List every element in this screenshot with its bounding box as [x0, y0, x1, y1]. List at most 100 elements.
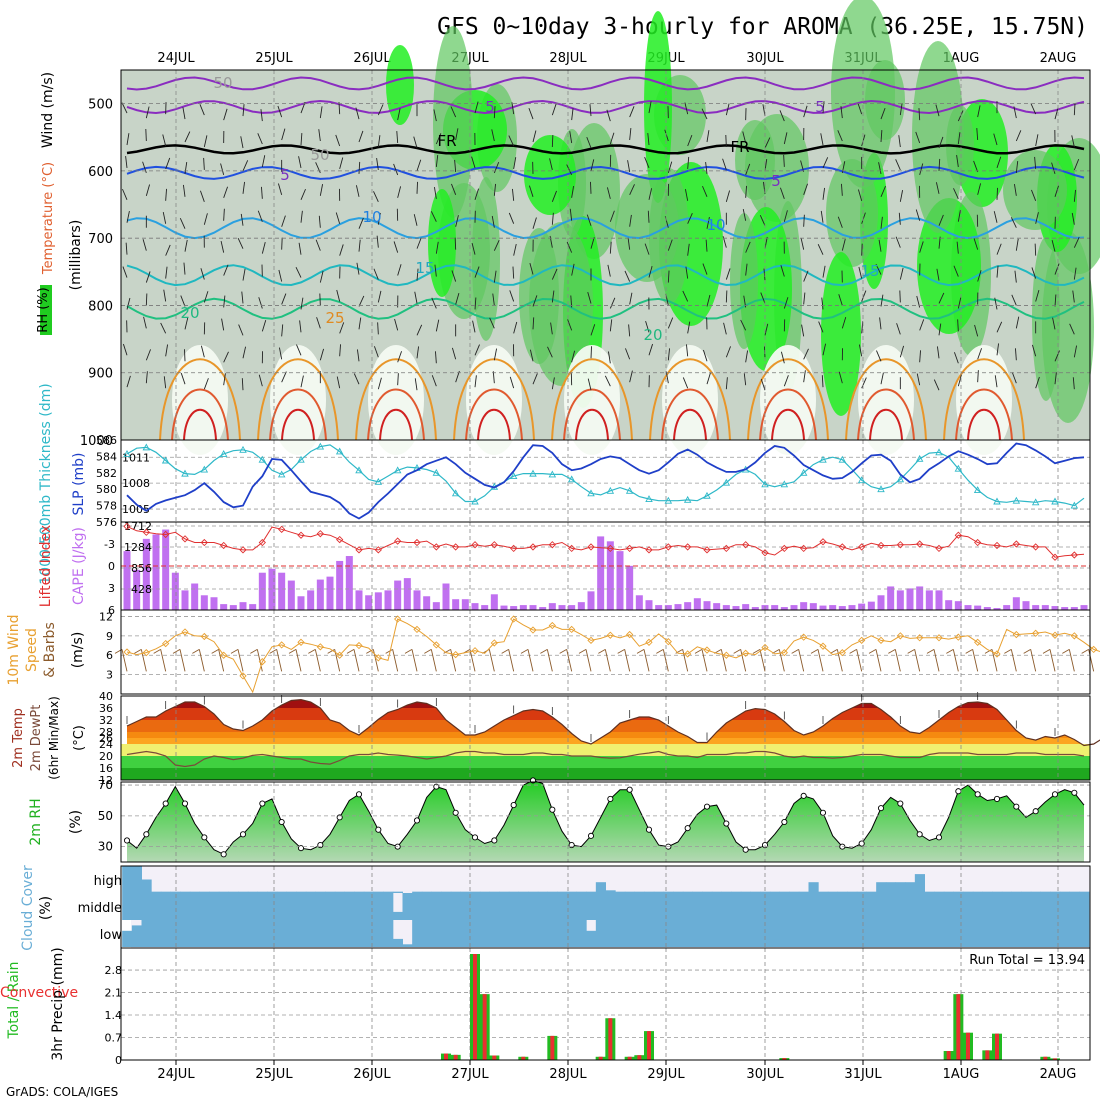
top-date-label-0: 24JUL: [157, 51, 195, 66]
upper-wind-barb: [879, 317, 882, 330]
precip-conv-bar-34: [453, 1054, 458, 1060]
wind-speed-line-marker-62: [722, 651, 730, 659]
upper-wind-barb: [261, 155, 266, 168]
rh-moist-patch-0: [386, 45, 414, 125]
upper-wind-barb: [590, 346, 592, 359]
wind-speed-line-marker-0: [123, 648, 131, 656]
upper-wind-barb: [203, 378, 209, 390]
cloud-middle-cell-62: [721, 893, 732, 920]
wind-barb-flag-96: [1042, 648, 1051, 654]
upper-wind-barb: [803, 214, 805, 227]
cloud-middle-cell-78: [876, 893, 887, 920]
cloud-middle-cell-76: [856, 893, 867, 920]
upper-wind-barb: [899, 103, 903, 116]
cloud-low-cell-70: [798, 920, 809, 947]
precip-conv-bar-49: [598, 1056, 603, 1060]
upper-wind-barb: [837, 216, 843, 228]
upper-wind-barb: [837, 130, 843, 142]
upper-wind-barb: [508, 135, 515, 147]
wind-barb-46: [566, 649, 573, 672]
upper-wind-barb: [685, 266, 689, 279]
upper-wind-barb: [1073, 189, 1076, 202]
cloud-middle-cell-9: [209, 893, 220, 920]
upper-wind-barb: [261, 319, 267, 332]
cloud-low-cell-18: [296, 920, 307, 947]
upper-wind-barb: [994, 375, 998, 388]
rh-line-marker-64: [742, 846, 749, 853]
cape-bar-72: [819, 605, 827, 610]
upper-wind-barb: [377, 322, 379, 335]
upper-wind-barb: [705, 239, 708, 252]
cloud-high-cell-1: [131, 866, 142, 893]
cloud-low-cell-64: [740, 920, 751, 947]
cape-bar-84: [935, 590, 943, 610]
cape-bar-44: [548, 603, 556, 610]
cloud-low-cell-6: [180, 920, 191, 947]
upper-wind-barb: [551, 212, 554, 225]
cloud-high-cell-22: [334, 891, 345, 893]
upper-wind-barb: [145, 349, 151, 361]
rh-line-marker-50: [607, 795, 614, 802]
thickness-line-marker-48: [587, 489, 595, 497]
upper-wind-barb: [163, 376, 167, 389]
temp-contour-35-1: [281, 408, 315, 441]
lifted-index-line-marker-62: [722, 544, 730, 553]
upper-wind-barb: [800, 160, 805, 173]
wind-barb-40: [508, 649, 515, 672]
thickness-line-marker-32: [432, 468, 441, 476]
upper-wind-barb: [725, 268, 731, 280]
wind-ylabel-1: 10m Wind: [6, 614, 22, 685]
wind-speed-line-marker-58: [684, 650, 692, 658]
rh-line-marker-36: [471, 834, 479, 841]
lifted-index-line-marker-84: [935, 544, 943, 553]
cape-bar-14: [258, 572, 266, 610]
upper-wind-barb: [532, 130, 537, 143]
wind-speed-line-marker-100: [1090, 645, 1098, 654]
upper-air-ytick-4: 900: [88, 367, 113, 382]
cloud-middle-cell-89: [982, 893, 993, 920]
cloud-high-cell-5: [170, 891, 181, 893]
cape-tick-3: 1712: [124, 520, 152, 533]
cape-bar-3: [152, 534, 160, 610]
wind-barb-flag-58: [675, 648, 683, 654]
cloud-low-cell-22: [334, 920, 345, 947]
upper-wind-barb: [625, 348, 631, 360]
cloud-middle-cell-42: [528, 893, 539, 920]
upper-wind-barb: [509, 376, 515, 389]
rh-line-marker-14: [259, 800, 266, 807]
thickness-line-marker-72: [819, 455, 827, 463]
upper-wind-barb: [493, 270, 497, 283]
upper-wind-barb: [435, 154, 439, 167]
upper-wind-barb: [532, 217, 537, 229]
rh-dry-patch-2: [368, 345, 424, 455]
cloud-high-cell-46: [566, 891, 577, 893]
upper-wind-barb: [451, 347, 457, 360]
cloud-high-cell-66: [760, 891, 771, 893]
upper-wind-barb: [180, 372, 186, 385]
thickness-line-marker-28: [393, 466, 402, 474]
upper-wind-barb: [240, 213, 244, 226]
upper-wind-barb: [1035, 212, 1039, 224]
upper-wind-barb: [857, 102, 863, 115]
wind-barb-98: [1068, 649, 1075, 672]
upper-wind-barb: [339, 157, 344, 170]
cloud-middle-cell-33: [441, 893, 452, 920]
upper-wind-barb: [878, 162, 882, 175]
temp-contour-25-8: [943, 358, 1025, 441]
upper-wind-barb: [184, 131, 191, 143]
cape-bar-78: [877, 595, 885, 610]
upper-wind-barb: [394, 318, 399, 331]
upper-wind-barb: [725, 377, 728, 390]
upper-wind-barb: [957, 132, 961, 145]
temp-contour-25-3: [453, 358, 535, 441]
cape-bar-91: [1003, 605, 1011, 610]
upper-wind-barb: [455, 292, 460, 305]
cloud-low-cell-67: [769, 920, 780, 947]
cloud-low-cell-21: [325, 920, 336, 947]
cloud-middle-cell-3: [151, 893, 162, 920]
wind-barb-32: [430, 649, 437, 672]
upper-wind-barb: [977, 370, 979, 383]
wind-barb-flag-100: [1081, 648, 1089, 654]
cloud-high-cell-61: [711, 891, 722, 893]
cape-bar-80: [896, 590, 904, 610]
